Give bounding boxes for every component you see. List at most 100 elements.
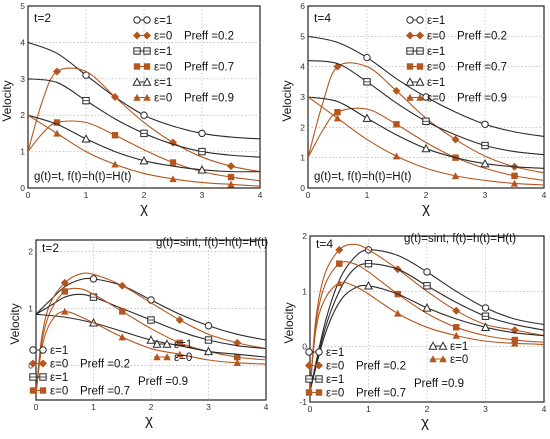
data-point xyxy=(363,53,371,62)
data-point xyxy=(119,308,126,315)
data-point xyxy=(453,324,460,331)
filled-square-marker xyxy=(305,389,313,396)
legend-eps-label: ε=0 xyxy=(174,352,192,364)
x-tick-label: 3 xyxy=(200,190,205,200)
condition-label: g(t)=sint, f(t)=h(t)=H(t) xyxy=(404,233,516,245)
y-tick-label: 0 xyxy=(28,361,33,371)
open-circle-marker xyxy=(305,348,313,356)
legend-eps-label: ε=1 xyxy=(450,341,468,353)
series-group xyxy=(36,272,266,395)
legend-preff-label: Preff =0.9 xyxy=(184,93,234,105)
legend-entry: ε=1 xyxy=(152,339,192,351)
data-point xyxy=(61,288,68,295)
legend-entry: ε=0 Preff =0.2 xyxy=(305,361,406,373)
x-tick-label: 1 xyxy=(84,190,89,200)
y-tick-label: 3 xyxy=(20,74,25,84)
filled-diamond-marker xyxy=(29,359,37,368)
legend-entry: ε=0 Preff =0.2 xyxy=(133,31,234,43)
filled-triangle-marker xyxy=(143,93,151,101)
series-group xyxy=(28,41,260,188)
time-label: t=2 xyxy=(34,11,51,25)
x-tick-label: 1 xyxy=(365,190,370,200)
open-triangle-marker xyxy=(152,339,162,348)
y-tick-label: 2 xyxy=(300,122,305,132)
data-point xyxy=(176,339,183,347)
y-tick-label: -1 xyxy=(299,397,307,407)
legend-eps-label: ε=1 xyxy=(427,77,445,89)
filled-square-marker xyxy=(315,389,323,396)
filled-triangle-marker xyxy=(416,93,424,101)
legend-entry: ε=1 xyxy=(428,341,468,353)
data-point xyxy=(176,350,184,358)
legend-eps-label: ε=0 xyxy=(427,62,445,74)
filled-diamond-marker xyxy=(143,31,151,40)
legend-eps-label: ε=0 xyxy=(50,359,68,371)
legend: ε=1 ε=0 Preff =0.2 ε=1 ε=0 Preff =0.7 ε=1 ε=0 Pr… xyxy=(405,15,507,105)
open-triangle-marker xyxy=(438,341,448,350)
legend-preff-label: Preff =0.2 xyxy=(457,31,507,43)
y-tick-label: 4 xyxy=(300,62,305,72)
data-point xyxy=(392,152,401,160)
legend-entry: ε=0 Preff =0.9 xyxy=(133,93,234,105)
filled-diamond-marker xyxy=(315,361,323,370)
legend-preff-label: Preff =0.9 xyxy=(414,378,464,390)
x-tick-label: 4 xyxy=(258,190,263,200)
data-point xyxy=(53,119,61,126)
legend-entry: ε=1 xyxy=(406,46,445,58)
data-point xyxy=(175,316,184,324)
y-tick-label: 1 xyxy=(20,147,25,157)
data-point xyxy=(362,113,372,122)
series-line-eps1-pr0.2 xyxy=(310,249,544,392)
legend-entry: ε=1 xyxy=(29,372,68,384)
legend-eps-label: ε=0 xyxy=(154,31,172,43)
data-point xyxy=(53,129,61,137)
legend: ε=1 ε=0 Preff =0.2 ε=1 ε=0 Preff =0.7 ε=1 ε=0 Pr… xyxy=(132,15,234,105)
legend-preff-label: Preff =0.7 xyxy=(80,386,130,398)
y-tick-label: 3 xyxy=(300,92,305,102)
data-point xyxy=(61,307,69,315)
time-label: t=4 xyxy=(316,237,333,251)
open-triangle-marker xyxy=(415,77,425,86)
data-point xyxy=(481,120,489,129)
legend-preff-label: Preff =0.2 xyxy=(80,359,130,371)
data-point xyxy=(511,172,518,180)
x-tick-label: 2 xyxy=(142,190,147,200)
y-axis-label: Velocity xyxy=(0,80,14,121)
legend-entry: ε=1 xyxy=(133,46,172,58)
series-line-eps0-pr0.7 xyxy=(308,107,544,181)
data-point xyxy=(421,143,431,153)
legend-eps-label: ε=1 xyxy=(154,15,172,27)
y-axis-label: Velocity xyxy=(282,302,296,343)
legend-entry: ε=1 xyxy=(132,77,172,89)
data-point xyxy=(392,86,401,95)
chart-panel-top-right: 0 1 2 3 4 0 1 2 3 4 5 6 χ Velocity t=4 g(t)=t, f(t)=h(t… xyxy=(280,1,547,217)
data-point xyxy=(335,279,343,287)
y-tick-label: 1 xyxy=(302,286,307,296)
x-axis-label: χ xyxy=(145,412,153,429)
filled-diamond-marker xyxy=(305,361,313,370)
legend-eps-label: ε=1 xyxy=(326,347,344,359)
data-point xyxy=(139,155,149,165)
y-axis-label: Velocity xyxy=(8,303,22,344)
legend-eps-label: ε=0 xyxy=(154,62,172,74)
series-line-eps0-pr0.2 xyxy=(28,67,260,173)
x-tick-label: 0 xyxy=(306,190,311,200)
open-triangle-marker xyxy=(142,77,152,86)
filled-square-marker xyxy=(143,63,151,70)
data-point xyxy=(423,268,431,276)
y-tick-label: 4 xyxy=(20,37,25,47)
y-tick-label: 2 xyxy=(20,110,25,120)
x-tick-label: 4 xyxy=(542,190,547,200)
open-circle-marker xyxy=(406,16,414,24)
data-point xyxy=(227,162,235,171)
data-point xyxy=(333,114,342,122)
data-point xyxy=(60,278,69,287)
legend-entry: ε=1 xyxy=(406,15,445,27)
data-point xyxy=(393,121,400,128)
open-circle-marker xyxy=(39,346,47,354)
legend-eps-label: ε=0 xyxy=(326,388,344,400)
y-tick-label: 0 xyxy=(20,183,25,193)
x-tick-label: 4 xyxy=(542,404,547,414)
